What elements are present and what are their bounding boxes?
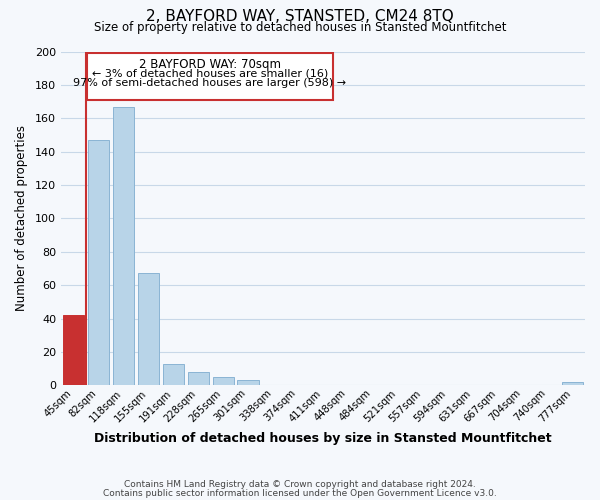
- Text: Contains public sector information licensed under the Open Government Licence v3: Contains public sector information licen…: [103, 488, 497, 498]
- Bar: [163, 364, 184, 386]
- Y-axis label: Number of detached properties: Number of detached properties: [15, 126, 28, 312]
- Bar: [188, 372, 209, 386]
- Bar: [562, 382, 583, 386]
- Bar: [88, 140, 109, 386]
- Text: 2 BAYFORD WAY: 70sqm: 2 BAYFORD WAY: 70sqm: [139, 58, 281, 71]
- Bar: [238, 380, 259, 386]
- Text: 2, BAYFORD WAY, STANSTED, CM24 8TQ: 2, BAYFORD WAY, STANSTED, CM24 8TQ: [146, 9, 454, 24]
- FancyBboxPatch shape: [87, 53, 333, 100]
- Text: Contains HM Land Registry data © Crown copyright and database right 2024.: Contains HM Land Registry data © Crown c…: [124, 480, 476, 489]
- Bar: [63, 315, 84, 386]
- Bar: [212, 377, 234, 386]
- Text: ← 3% of detached houses are smaller (16): ← 3% of detached houses are smaller (16): [92, 68, 328, 78]
- Bar: [137, 274, 159, 386]
- X-axis label: Distribution of detached houses by size in Stansted Mountfitchet: Distribution of detached houses by size …: [94, 432, 552, 445]
- Bar: [113, 106, 134, 386]
- Text: 97% of semi-detached houses are larger (598) →: 97% of semi-detached houses are larger (…: [73, 78, 347, 88]
- Text: Size of property relative to detached houses in Stansted Mountfitchet: Size of property relative to detached ho…: [94, 21, 506, 34]
